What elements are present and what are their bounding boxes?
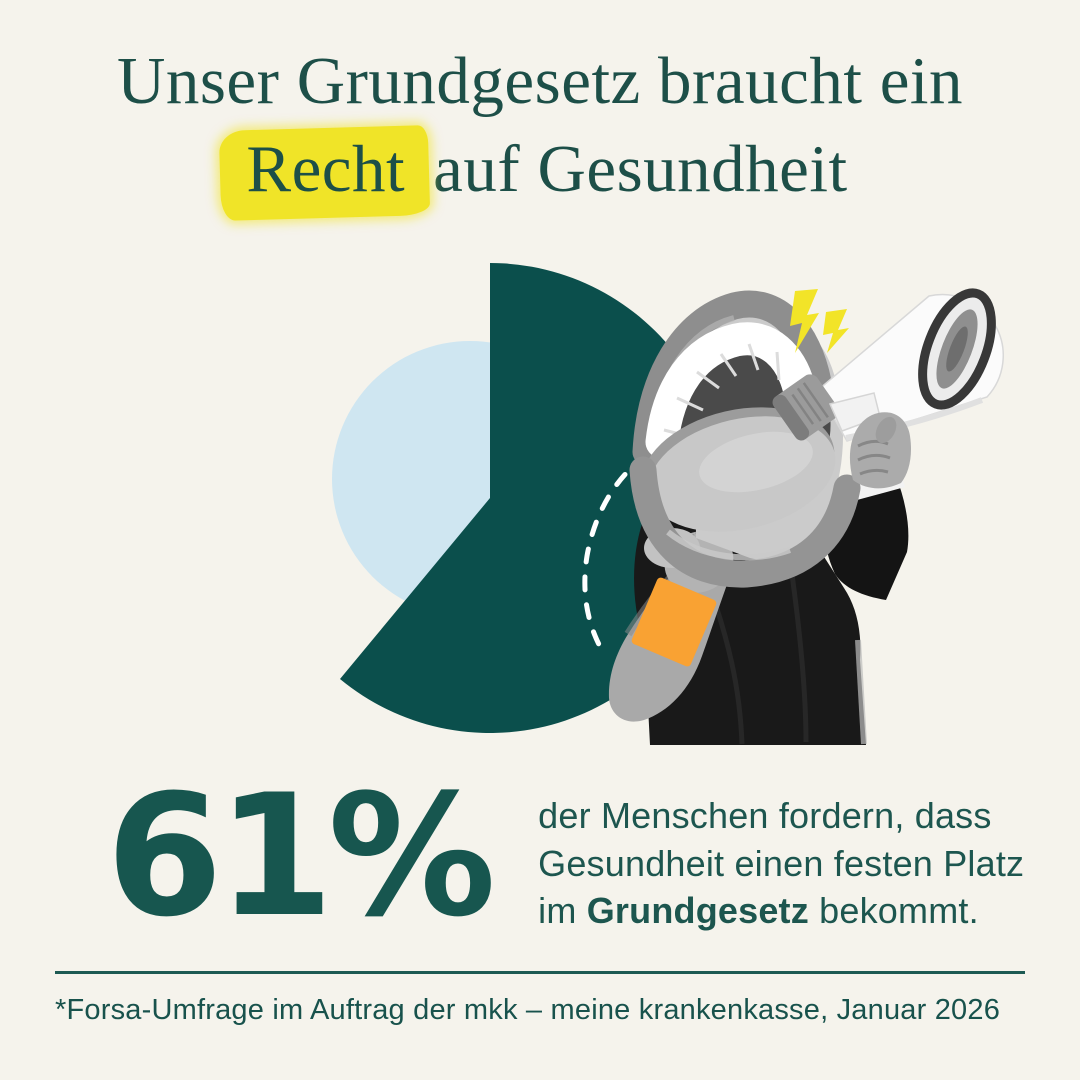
dashed-outline-curve — [582, 453, 649, 655]
stat-line3-pre: im — [538, 890, 587, 932]
headline-highlighted-word: Recht — [232, 132, 421, 206]
stat-description: der Menschen fordern, dass Gesundheit ei… — [538, 792, 1024, 935]
lightning-bolt-icon — [790, 289, 819, 353]
statistic-block: 61% der Menschen fordern, dass Gesundhei… — [106, 758, 1024, 954]
lightning-bolt-icons — [790, 289, 849, 353]
source-note: *Forsa-Umfrage im Auftrag der mkk – mein… — [55, 994, 1001, 1026]
page-title: Unser Grundgesetz braucht ein Recht auf G… — [0, 38, 1080, 214]
megaphone-mouthpiece — [772, 374, 839, 441]
stat-line1: der Menschen fordern, dass — [538, 795, 992, 836]
orange-wristband — [631, 577, 717, 667]
headline-line1: Unser Grundgesetz braucht ein — [116, 44, 964, 118]
headline-line2-rest: auf Gesundheit — [433, 131, 848, 206]
gripping-hand — [849, 412, 911, 489]
pie-slice-61-percent — [340, 263, 725, 733]
lightning-bolt-icon — [823, 309, 849, 353]
person-figure — [608, 288, 1005, 745]
stat-line2: Gesundheit einen festen Platz — [538, 842, 1025, 884]
shouting-mouth-head — [629, 290, 861, 588]
stat-line3-post: bekommt. — [808, 890, 979, 932]
stat-line3-bold: Grundgesetz — [586, 890, 809, 932]
footer-divider-line — [55, 971, 1025, 974]
lower-lip — [629, 456, 861, 588]
upper-teeth — [645, 322, 817, 459]
stat-percentage: 61% — [106, 758, 496, 954]
